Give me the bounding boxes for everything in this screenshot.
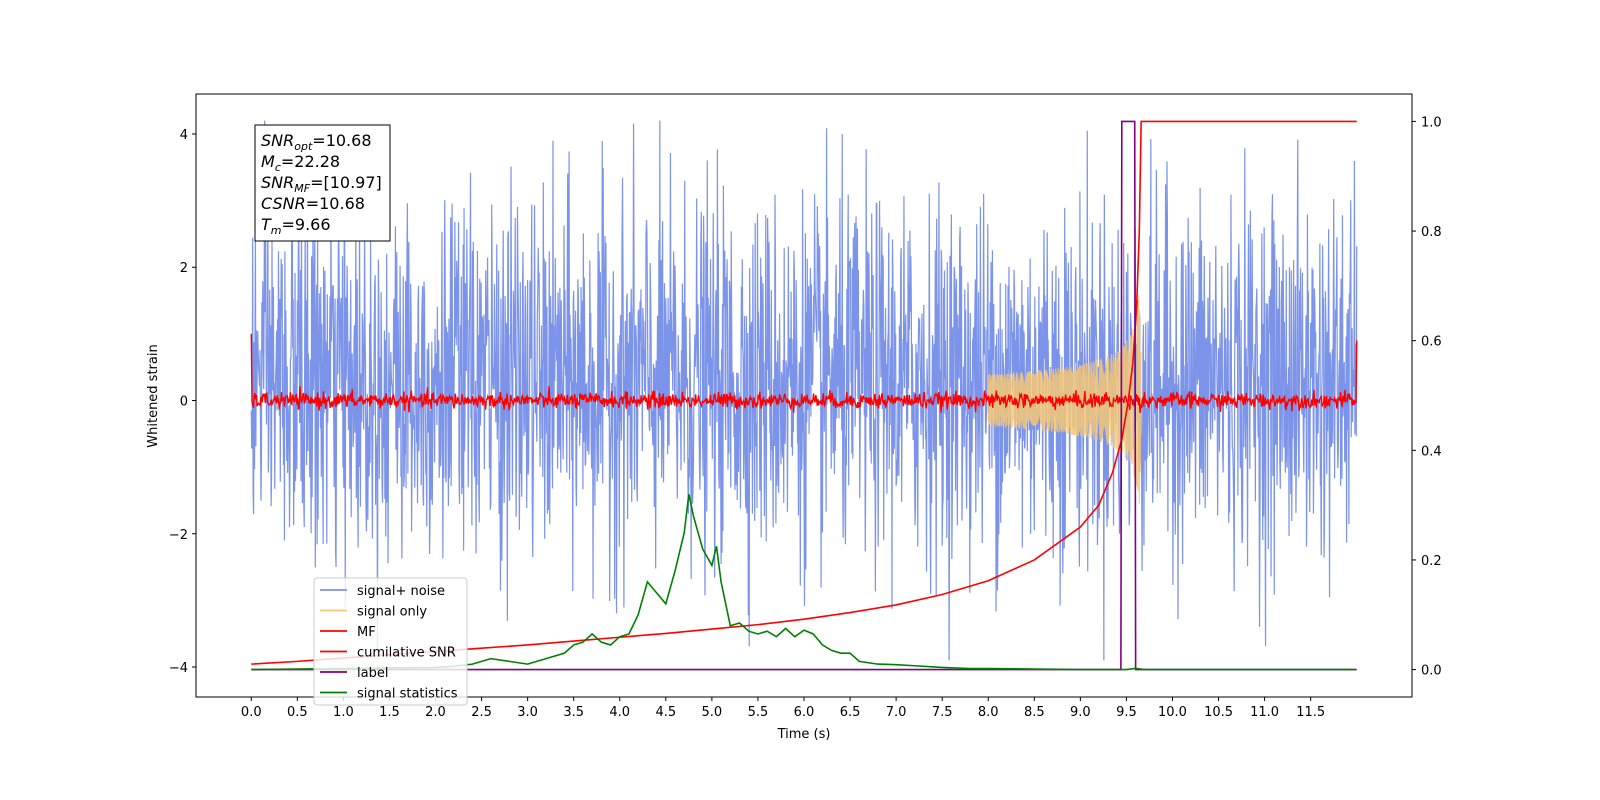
x-tick-label: 7.0 [886,705,907,720]
x-tick-label: 1.0 [333,705,354,720]
info-box-line-snr_opt: SNRopt=10.68 [261,131,372,153]
legend-entry-label: signal+ noise [357,584,445,599]
y-tick-label: 2 [180,261,188,276]
x-tick-label: 7.5 [932,705,953,720]
x-tick-label: 3.5 [563,705,584,720]
legend-frame [313,577,468,706]
x-tick-label: 2.5 [471,705,492,720]
y-axis-label: Whitened strain [146,344,161,447]
x-tick-label: 6.0 [794,705,815,720]
info-box: SNRopt=10.68Mc=22.28SNRMF=[10.97]CSNR=10… [254,124,391,242]
y-right-tick-label: 0.6 [1421,335,1442,350]
x-tick-label: 5.5 [748,705,769,720]
x-axis-label: Time (s) [777,727,831,742]
y-tick-label: 4 [180,128,188,143]
y-right-tick-label: 0.2 [1421,554,1442,569]
legend-entry-label: label [357,666,388,681]
legend-entry-label: signal statistics [357,687,458,702]
y-right-tick-label: 0.0 [1421,664,1442,679]
x-tick-label: 9.5 [1116,705,1137,720]
info-box-line-tm: Tm=9.66 [261,215,331,237]
info-box-line-snr_mf: SNRMF=[10.97] [261,173,382,195]
series-mf [250,333,1358,414]
x-tick-label: 9.0 [1070,705,1091,720]
x-tick-label: 11.5 [1296,705,1325,720]
y-right-tick-label: 0.4 [1421,444,1442,459]
legend: signal+ noise signal only MF cumilative SNR… [313,577,468,706]
y-tick-label: 0 [180,394,188,409]
y-right-tick-label: 1.0 [1421,115,1442,130]
x-tick-label: 3.0 [517,705,538,720]
x-tick-label: 8.0 [978,705,999,720]
y-tick-label: −4 [169,661,188,676]
series-signal-noise [250,120,1358,661]
x-tick-label: 2.0 [425,705,446,720]
series-signal-statistics [251,494,1356,671]
legend-entry-label: cumilative SNR [357,646,456,661]
x-tick-label: 11.0 [1250,705,1279,720]
x-tick-label: 10.5 [1204,705,1233,720]
x-tick-label: 1.5 [379,705,400,720]
legend-entry-label: MF [357,625,376,640]
info-box-line-mc: Mc=22.28 [261,152,340,174]
x-tick-label: 8.5 [1024,705,1045,720]
series-signal-only [987,295,1142,504]
y-tick-label: −2 [169,528,188,543]
legend-entry-label: signal only [357,605,427,620]
x-tick-label: 4.5 [655,705,676,720]
x-tick-label: 10.0 [1158,705,1187,720]
y-right-tick-label: 0.8 [1421,225,1442,240]
x-tick-label: 0.0 [241,705,262,720]
x-tick-label: 4.0 [609,705,630,720]
info-box-line-csnr: CSNR=10.68 [261,194,365,213]
axis-ticks: 0.0 0.5 1.0 1.5 2.0 2.5 3.0 3.5 4.0 4.5 5.0 5.5 6.0 6… [169,115,1442,720]
x-tick-label: 5.0 [702,705,723,720]
x-tick-label: 6.5 [840,705,861,720]
x-tick-label: 0.5 [287,705,308,720]
info-box-frame [254,124,391,242]
